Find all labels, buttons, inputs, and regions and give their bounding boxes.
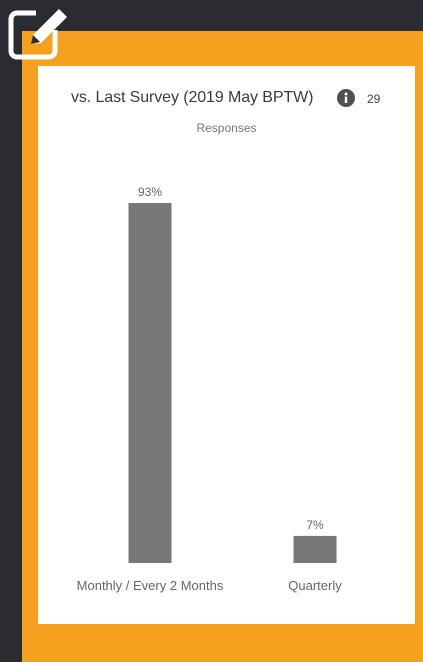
bar-chart: 93% Monthly / Every 2 Months 7% Quarterly [77,185,343,593]
category-label: Quarterly [288,578,342,593]
edit-icon [8,4,74,60]
edit-button[interactable] [6,4,74,60]
response-count: 29 [367,92,381,106]
chart-card: vs. Last Survey (2019 May BPTW) 29 Respo… [38,66,415,624]
card-title: vs. Last Survey (2019 May BPTW) [71,89,314,106]
bar-value-label: 7% [306,518,324,532]
bar-1[interactable] [128,203,172,563]
card-header: vs. Last Survey (2019 May BPTW) 29 [38,88,415,112]
chart-subtitle: Responses [196,121,257,135]
info-icon[interactable] [337,89,355,107]
category-label: Monthly / Every 2 Months [77,578,224,593]
bar-2[interactable] [293,535,337,563]
bar-value-label: 93% [138,185,162,199]
